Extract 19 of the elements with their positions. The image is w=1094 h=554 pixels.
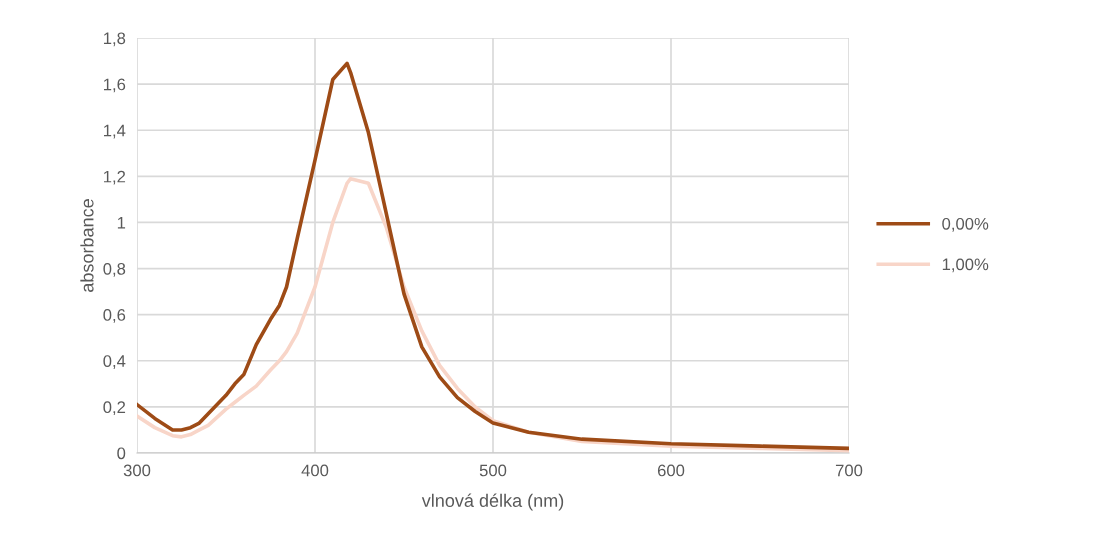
- x-axis-title: vlnová délka (nm): [421, 493, 564, 511]
- legend-label: 1,00%: [942, 258, 989, 273]
- x-tick-label: 400: [301, 464, 329, 477]
- y-tick-label: 1: [117, 217, 126, 229]
- legend-label: 0,00%: [942, 217, 989, 232]
- x-tick-label: 300: [123, 464, 151, 477]
- x-tick-label: 500: [479, 464, 507, 477]
- y-tick-label: 0,4: [103, 355, 126, 369]
- y-tick-label: 0: [117, 447, 126, 460]
- y-tick-label: 0,8: [103, 262, 126, 277]
- y-tick-label: 1,2: [103, 170, 126, 185]
- y-tick-label: 0,6: [103, 309, 126, 323]
- y-tick-label: 1,4: [103, 124, 126, 139]
- y-tick-label: 1,8: [103, 32, 126, 47]
- y-tick-label: 0,2: [103, 401, 126, 416]
- x-tick-label: 600: [657, 464, 685, 477]
- x-tick-label: 700: [835, 464, 863, 477]
- y-tick-label: 1,6: [103, 78, 126, 93]
- y-axis-title: absorbance: [80, 199, 94, 292]
